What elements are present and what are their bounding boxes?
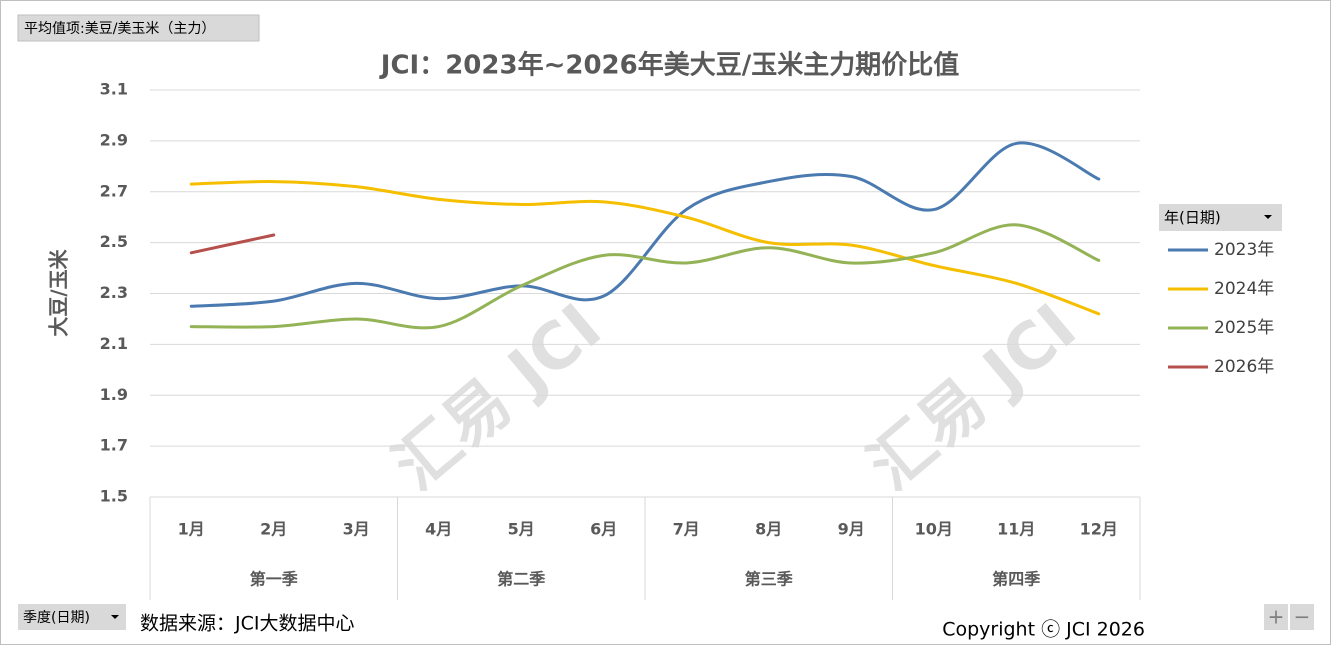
x-tick-label: 1月 xyxy=(178,520,205,539)
copyright: Copyright ⓒ JCI 2026 xyxy=(942,619,1145,641)
series-line xyxy=(189,233,276,255)
y-tick-label: 1.9 xyxy=(100,385,128,404)
chart-title: JCI：2023年~2026年美大豆/玉米主力期价比值 xyxy=(379,50,959,81)
x-tick-label: 8月 xyxy=(755,520,782,539)
expand-label: + xyxy=(1268,605,1285,629)
y-tick-label: 2.1 xyxy=(100,334,128,353)
source-note: 数据来源：JCI大数据中心 xyxy=(140,613,354,635)
legend-title: 年(日期) xyxy=(1164,209,1221,227)
dropdown-arrow xyxy=(111,615,119,619)
y-tick-label: 2.5 xyxy=(100,232,128,251)
y-tick-label: 2.9 xyxy=(100,130,128,149)
legend-label: 2026年 xyxy=(1214,357,1274,377)
axis-button-label: 季度(日期) xyxy=(23,610,90,626)
series-line xyxy=(189,223,1101,330)
collapse-button[interactable] xyxy=(1290,604,1314,630)
x-tick-label: 11月 xyxy=(997,520,1035,539)
legend-label: 2023年 xyxy=(1214,240,1274,260)
group-label: 第二季 xyxy=(497,570,546,589)
x-tick-label: 2月 xyxy=(260,520,287,539)
filter-button-label: 平均值项:美豆/美玉米（主力） xyxy=(24,21,215,37)
x-tick-label: 3月 xyxy=(343,520,370,539)
expand-button[interactable] xyxy=(1264,604,1288,630)
x-tick-label: 6月 xyxy=(590,520,617,539)
x-tick-label: 4月 xyxy=(425,520,452,539)
y-tick-label: 2.7 xyxy=(100,181,128,200)
x-tick-label: 9月 xyxy=(838,520,865,539)
series-line xyxy=(189,141,1101,308)
legend-label: 2024年 xyxy=(1214,279,1274,299)
x-tick-label: 5月 xyxy=(508,520,535,539)
y-tick-label: 1.7 xyxy=(100,436,128,455)
y-tick-label: 2.3 xyxy=(100,283,128,302)
legend-label: 2025年 xyxy=(1214,318,1274,338)
x-tick-label: 10月 xyxy=(915,520,953,539)
axis-button[interactable] xyxy=(18,604,126,630)
y-axis-label: 大豆/玉米 xyxy=(47,248,71,336)
series-line xyxy=(189,180,1101,316)
x-tick-label: 7月 xyxy=(673,520,700,539)
filter-button[interactable] xyxy=(17,14,260,42)
collapse-label: − xyxy=(1294,605,1311,629)
group-label: 第四季 xyxy=(992,570,1041,589)
group-label: 第三季 xyxy=(745,570,794,589)
group-label: 第一季 xyxy=(250,570,299,589)
y-tick-label: 3.1 xyxy=(100,80,128,99)
y-tick-label: 1.5 xyxy=(100,487,128,506)
legend-button[interactable] xyxy=(1159,204,1282,231)
dropdown-arrow xyxy=(1264,215,1272,219)
x-tick-label: 12月 xyxy=(1080,520,1118,539)
